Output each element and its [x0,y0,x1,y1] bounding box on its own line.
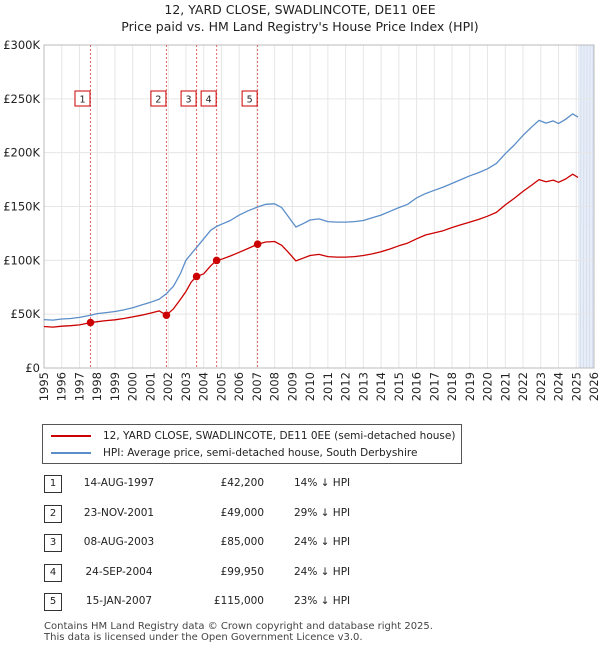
property-price-line [43,173,579,328]
x-tick-label: 1996 [55,372,69,401]
chart-title: 12, YARD CLOSE, SWADLINCOTE, DE11 0EE [164,2,436,17]
sale-number-box [74,90,91,107]
legend-label-hpi: HPI: Average price, semi-detached house,… [103,447,418,459]
x-tick-label: 2019 [463,372,477,401]
x-tick-label: 2020 [481,372,495,401]
x-tick-label: 2004 [197,372,211,401]
x-tick-label: 2010 [303,372,317,401]
sale-price: £115,000 [213,595,264,607]
sale-hpi-diff: 14% ↓ HPI [294,477,351,489]
sale-number-label: 5 [247,95,253,106]
sale-row: 1 14-AUG-1997 £42,200 14% ↓ HPI [44,475,464,505]
x-tick-label: 2005 [214,372,228,401]
sale-number-badge: 4 [44,563,62,582]
sale-date: 15-JAN-2007 [85,595,153,607]
footer-attribution: Contains HM Land Registry data © Crown c… [44,621,433,643]
sale-row: 4 24-SEP-2004 £99,950 24% ↓ HPI [44,563,464,594]
sale-number-box [200,90,217,107]
sale-number-box [150,90,167,107]
sale-number-box [180,90,197,107]
x-tick-label: 2015 [392,372,406,401]
y-tick-label: £0 [25,361,40,375]
x-tick-label: 2006 [232,372,246,401]
x-tick-label: 2018 [445,372,459,401]
x-tick-label: 2008 [268,372,282,401]
legend-item-hpi: HPI: Average price, semi-detached house,… [43,444,417,462]
x-tick-label: 2024 [552,372,566,401]
sale-row: 3 08-AUG-2003 £85,000 24% ↓ HPI [44,534,464,564]
sale-row: 2 23-NOV-2001 £49,000 29% ↓ HPI [44,504,464,535]
footer-line-2: This data is licensed under the Open Gov… [44,632,363,643]
legend-label-property: 12, YARD CLOSE, SWADLINCOTE, DE11 0EE (s… [103,430,456,442]
sale-point [253,240,262,248]
x-tick-label: 1997 [72,372,86,401]
x-tick-label: 2001 [143,372,157,401]
sale-hpi-diff: 24% ↓ HPI [294,536,351,548]
x-tick-label: 2023 [534,372,548,401]
x-tick-label: 2025 [569,372,583,401]
sale-date: 23-NOV-2001 [83,506,155,519]
x-tick-label: 1999 [108,372,122,401]
y-tick-label: £300K [3,38,40,52]
sale-hpi-diff: 29% ↓ HPI [294,506,351,519]
y-tick-label: £150K [3,200,40,214]
plot-border [43,44,595,369]
sale-date: 08-AUG-2003 [83,536,155,548]
sale-number-label: 4 [206,95,212,106]
sale-price: £42,200 [220,477,264,489]
sale-price: £49,000 [220,506,264,519]
sale-date: 14-AUG-1997 [83,477,155,489]
x-tick-label: 2003 [179,372,193,401]
hpi-line [43,113,579,321]
x-tick-label: 2022 [516,372,530,401]
x-tick-label: 2026 [587,372,600,401]
sale-price: £85,000 [220,536,264,548]
legend-swatch-hpi [51,452,91,454]
sale-number-badge: 2 [44,504,62,523]
y-tick-label: £200K [3,146,40,160]
x-tick-label: 2021 [498,372,512,401]
sale-number-label: 1 [79,95,85,106]
sale-row: 5 15-JAN-2007 £115,000 23% ↓ HPI [44,593,464,623]
footer-line-1: Contains HM Land Registry data © Crown c… [44,621,433,632]
x-tick-label: 2012 [339,372,353,401]
sale-number-badge: 3 [44,534,62,552]
sale-date: 24-SEP-2004 [85,565,153,578]
x-tick-label: 2000 [126,372,140,401]
sale-hpi-diff: 24% ↓ HPI [294,565,351,578]
x-tick-label: 2002 [161,372,175,401]
legend-item-property: 12, YARD CLOSE, SWADLINCOTE, DE11 0EE (s… [43,427,455,445]
x-tick-label: 2011 [321,372,335,401]
sale-point [192,272,201,281]
sale-point [86,318,95,327]
y-tick-label: £250K [3,92,40,106]
sale-number-badge: 5 [44,593,62,611]
sale-number-box [241,90,258,107]
x-tick-label: 2013 [356,372,370,401]
sale-point [162,311,171,320]
sale-point [212,256,221,265]
sales-table: 1 14-AUG-1997 £42,200 14% ↓ HPI 2 23-NOV… [44,475,464,623]
y-tick-label: £50K [11,307,41,321]
sale-number-label: 3 [186,95,192,106]
x-tick-label: 1995 [37,372,51,401]
y-tick-label: £100K [3,253,40,267]
sale-number-badge: 1 [44,475,62,493]
chart-subtitle: Price paid vs. HM Land Registry's House … [121,19,479,34]
x-tick-label: 2014 [374,372,388,401]
price-chart: 1 2 3 4 5 £0 £50K £100K £150K £200K £250K £300K 1995… [3,38,600,401]
sale-hpi-diff: 23% ↓ HPI [294,595,351,607]
x-tick-label: 2017 [427,372,441,401]
legend-swatch-property [51,435,91,437]
sale-number-label: 2 [155,95,161,106]
x-tick-label: 2016 [410,372,424,401]
x-tick-label: 1998 [90,372,104,401]
x-tick-label: 2009 [285,372,299,401]
chart-legend: 12, YARD CLOSE, SWADLINCOTE, DE11 0EE (s… [42,424,462,464]
sale-price: £99,950 [220,565,264,578]
x-tick-label: 2007 [250,372,264,401]
